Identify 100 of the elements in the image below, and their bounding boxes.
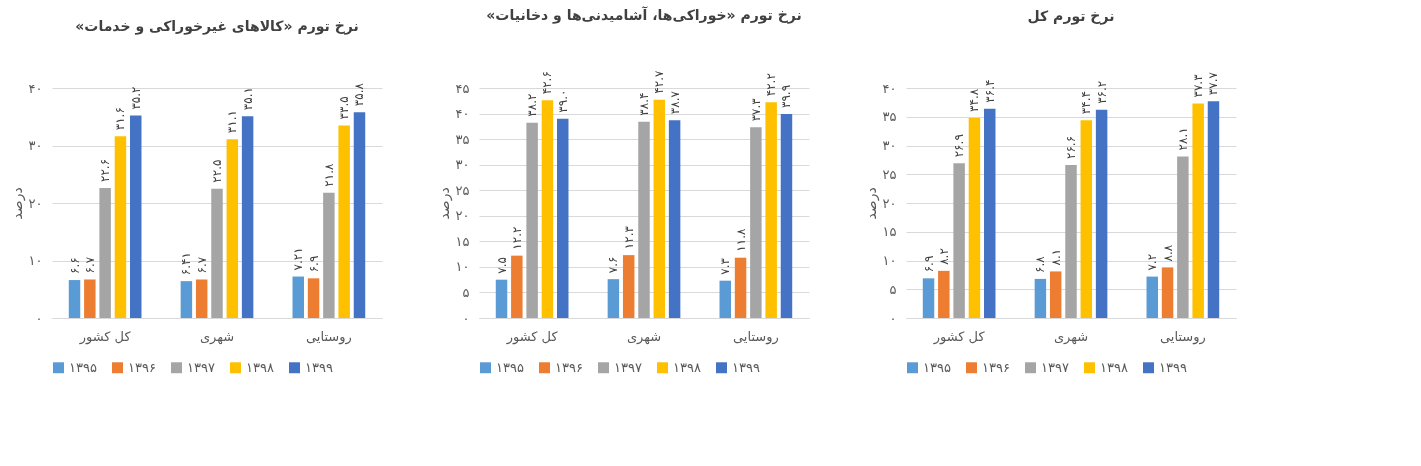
bar [719, 280, 731, 318]
y-tick-label: ۴۰ [28, 80, 43, 96]
bar [353, 112, 366, 318]
data-label: ۳۹.۰ [555, 89, 570, 113]
legend-label: ۱۳۹۷ [1041, 359, 1069, 375]
data-label: ۲۱.۸ [321, 162, 336, 187]
bar [84, 279, 96, 318]
bar [638, 121, 650, 318]
data-label: ۳۱.۶ [113, 107, 128, 131]
legend-label: ۱۳۹۸ [673, 359, 701, 375]
data-label: ۶.۶ [67, 257, 82, 275]
y-axis-title: درصد [435, 187, 453, 220]
y-tick-label: ۳۰ [882, 138, 897, 153]
x-tick-label: روستایی [1159, 328, 1206, 345]
data-label: ۲۶.۹ [952, 134, 967, 158]
y-axis-title: درصد [8, 187, 26, 220]
data-label: ۳۶.۴ [982, 79, 997, 103]
y-tick-label: ۱۰ [28, 253, 43, 268]
bar [938, 270, 950, 318]
y-tick-label: ۲۵ [455, 182, 470, 198]
data-label: ۲۲.۶ [98, 158, 113, 183]
bar [622, 255, 635, 318]
legend-label: ۱۳۹۷ [614, 359, 642, 375]
bar [511, 255, 523, 318]
data-label: ۸.۲ [936, 248, 951, 265]
bar [1146, 276, 1158, 318]
data-label: ۳۵.۱ [240, 87, 255, 111]
data-label: ۸.۸ [1160, 244, 1175, 262]
y-tick-label: ۳۵ [882, 109, 897, 125]
y-tick-label: ۳۰ [455, 157, 470, 173]
data-label: ۷.۳ [718, 257, 733, 275]
x-tick-label: کل کشور [932, 328, 986, 345]
data-label: ۸.۱ [1048, 248, 1063, 266]
data-label: ۳۸.۴ [637, 92, 651, 116]
data-label: ۶.۴۱ [179, 251, 194, 276]
data-label: ۲۸.۱ [1175, 127, 1190, 151]
bar [130, 115, 142, 318]
bar [780, 114, 793, 318]
bar [1192, 103, 1204, 318]
bar [211, 188, 223, 318]
y-tick-label: ۱۰ [455, 259, 470, 275]
bar [1049, 271, 1062, 318]
bar [607, 279, 620, 318]
bar [241, 116, 254, 318]
legend-label: ۱۳۹۹ [732, 359, 760, 375]
bar [557, 118, 569, 318]
data-label: ۷.۲ [1145, 253, 1160, 271]
x-tick-label: روستایی [732, 328, 779, 345]
bar [765, 102, 777, 318]
data-label: ۴۲.۲ [764, 73, 779, 97]
legend-label: ۱۳۹۵ [923, 359, 951, 375]
bar [495, 279, 508, 318]
data-label: ۳۷.۷ [1206, 71, 1221, 96]
data-label: ۱۲.۲ [509, 226, 524, 250]
bar [1095, 109, 1108, 318]
data-label: ۳۴.۸ [967, 88, 982, 112]
legend-label: ۱۳۹۵ [496, 359, 524, 375]
data-label: ۶.۷ [82, 256, 97, 274]
bar [526, 122, 538, 318]
x-tick-label: شهری [199, 328, 235, 345]
data-label: ۷.۲۱ [291, 247, 306, 271]
data-label: ۳۸.۲ [525, 93, 540, 117]
bar [1177, 156, 1189, 318]
data-label: ۲۶.۶ [1064, 135, 1078, 160]
y-axis-title: درصد [862, 187, 880, 220]
legend-label: ۱۳۹۶ [982, 359, 1010, 375]
bar [750, 127, 762, 318]
data-label: ۷.۶ [606, 256, 621, 274]
y-tick-label: ۴۰ [882, 80, 897, 96]
data-label: ۳۷.۳ [748, 97, 763, 122]
x-tick-label: شهری [626, 328, 662, 345]
legend-label: ۱۳۹۵ [69, 359, 97, 375]
y-tick-label: ۵ [889, 281, 897, 297]
y-tick-label: ۴۵ [455, 80, 470, 96]
x-tick-label: روستایی [305, 328, 352, 345]
bar [1207, 101, 1220, 318]
data-label: ۶.۹ [306, 255, 321, 273]
legend-label: ۱۳۹۷ [187, 359, 215, 375]
bar [323, 192, 335, 318]
data-label: ۳۵.۲ [128, 86, 143, 110]
data-label: ۷.۵ [494, 256, 509, 274]
y-tick-label: ۰ [462, 310, 470, 326]
y-tick-label: ۲۵ [882, 166, 897, 182]
x-tick-label: کل کشور [505, 328, 559, 345]
legend-label: ۱۳۹۹ [305, 359, 333, 375]
bar [922, 278, 935, 318]
legend-label: ۱۳۹۸ [1100, 359, 1128, 375]
bar [114, 136, 127, 318]
data-label: ۱۱.۸ [733, 227, 748, 252]
legend-label: ۱۳۹۹ [1159, 359, 1187, 375]
data-label: ۳۹.۹ [779, 84, 794, 109]
y-tick-label: ۲۰ [455, 208, 470, 224]
bar [99, 188, 111, 318]
y-tick-label: ۵ [462, 284, 470, 300]
y-tick-label: ۲۰ [882, 195, 897, 211]
data-label: ۳۸.۷ [667, 90, 682, 115]
legend-label: ۱۳۹۶ [555, 359, 583, 375]
bar [1034, 278, 1047, 318]
data-label: ۴۲.۷ [652, 70, 667, 94]
bar [653, 99, 666, 318]
